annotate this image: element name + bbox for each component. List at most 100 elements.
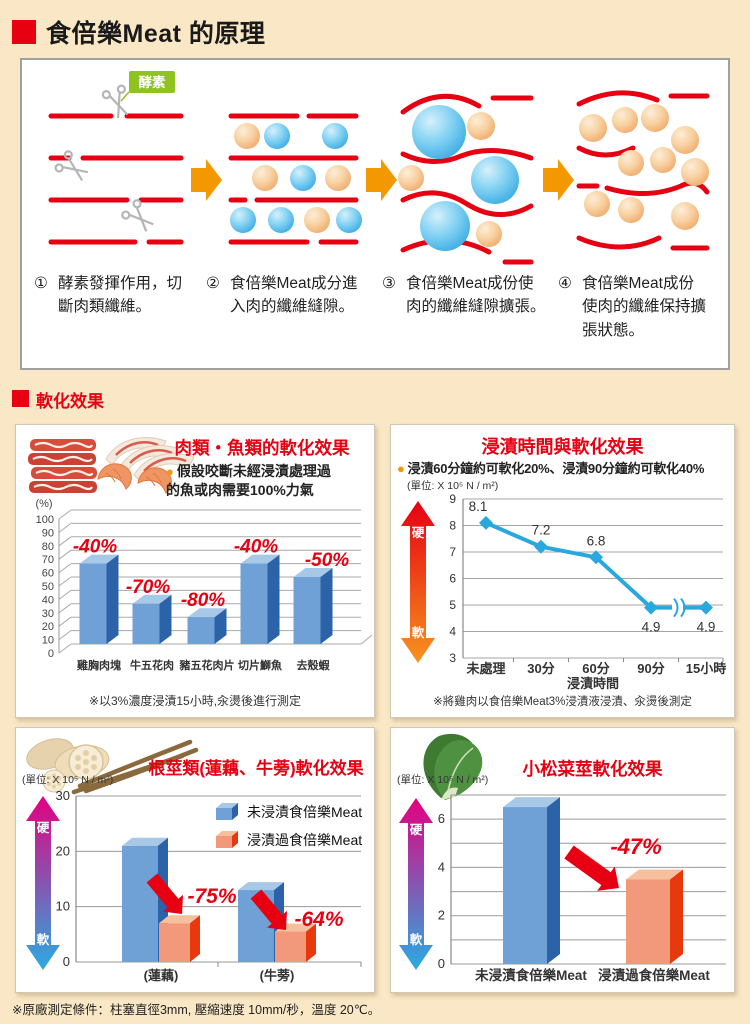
- component-ball: [467, 112, 495, 140]
- leaf-stem: [441, 787, 458, 800]
- svg-text:60分: 60分: [582, 661, 609, 676]
- scissors-icon: [54, 150, 89, 181]
- svg-text:豬五花肉片: 豬五花肉片: [179, 658, 235, 672]
- svg-text:8: 8: [449, 519, 456, 533]
- title-marker-square: [12, 20, 36, 44]
- komatsuna-illustration: [423, 733, 483, 800]
- svg-text:-47%: -47%: [610, 834, 661, 859]
- component-ball: [618, 150, 644, 176]
- chart-note: ※將雞肉以食倍樂Meat3%浸漬液浸漬、汆燙後測定: [433, 696, 692, 708]
- enzyme-ball: [230, 207, 256, 233]
- svg-text:0: 0: [438, 956, 445, 971]
- meat-fish-illustration: [28, 437, 195, 494]
- footer-note: ※原廠測定條件：柱塞直徑3mm, 壓縮速度 10mm/秒，溫度 20℃。: [12, 1003, 381, 1017]
- svg-text:-50%: -50%: [305, 550, 349, 571]
- scissors-icon: [101, 84, 129, 119]
- svg-text:7: 7: [449, 545, 456, 559]
- bullet-icon: ●: [166, 464, 174, 479]
- chart-legend: 未浸漬食倍樂Meat 浸漬過食倍樂Meat: [214, 802, 362, 858]
- component-ball: [304, 207, 330, 233]
- svg-text:(牛蒡): (牛蒡): [260, 968, 295, 983]
- decrease-arrow: [146, 873, 184, 915]
- svg-text:70: 70: [42, 554, 54, 566]
- enzyme-ball: [322, 123, 348, 149]
- svg-text:80: 80: [42, 541, 54, 553]
- svg-text:5: 5: [449, 598, 456, 612]
- svg-text:10: 10: [56, 899, 70, 914]
- root-veg-illustration: [26, 738, 199, 795]
- step-caption-3: ③ 食倍樂Meat成份使肉的纖維縫隙擴張。: [382, 272, 558, 342]
- svg-text:10: 10: [42, 635, 54, 647]
- svg-text:牛五花肉: 牛五花肉: [130, 658, 174, 672]
- enzyme-ball: [471, 156, 519, 204]
- svg-text:7.2: 7.2: [532, 523, 551, 538]
- component-ball: [641, 104, 669, 132]
- svg-text:酵素: 酵素: [139, 74, 166, 90]
- chart-card-meat-fish: 肉類・魚類的軟化效果 ● 假設咬斷未經浸漬處理過的魚或肉需要100%力氣 0 10 2…: [15, 424, 375, 718]
- section-marker-square: [12, 390, 29, 407]
- step-caption-1: ① 酵素發揮作用，切斷肉類纖維。: [34, 272, 206, 342]
- section-title: 軟化效果: [36, 392, 104, 411]
- step-number: ③: [382, 275, 396, 292]
- svg-text:-40%: -40%: [73, 537, 117, 558]
- svg-text:6: 6: [438, 811, 445, 826]
- komatsuna-chart: 0 2 4 6 未浸漬食倍樂Meat 浸漬過食倍樂Meat -47% 硬軟: [399, 794, 726, 983]
- step-number: ②: [206, 275, 220, 292]
- component-ball: [325, 165, 351, 191]
- svg-text:0: 0: [48, 648, 54, 660]
- chart-title: 根莖類(蓮藕、牛蒡)軟化效果: [148, 759, 364, 778]
- soak-time-chart: 3 4 5 6 7 8 9 8.1 未處理 7.2 30分 6.8 60分 4.9 90分 4.9 15小時浸漬…: [401, 492, 726, 691]
- fish-slices: [105, 437, 195, 482]
- component-ball: [252, 165, 278, 191]
- step-text: 食倍樂Meat成份使肉的纖維縫隙擴張。: [406, 275, 546, 316]
- svg-text:9: 9: [449, 492, 456, 506]
- scissors-icon: [121, 199, 154, 232]
- legend-label: 未浸漬食倍樂Meat: [247, 804, 363, 820]
- component-ball: [612, 107, 638, 133]
- axis-unit: (單位: X 10⁵ N / m²): [397, 774, 489, 786]
- bar-3d: [187, 608, 227, 644]
- svg-text:3: 3: [449, 651, 456, 665]
- svg-text:未浸漬食倍樂Meat: 未浸漬食倍樂Meat: [475, 967, 587, 983]
- svg-text:軟: 軟: [37, 932, 50, 947]
- enzyme-ball: [290, 165, 316, 191]
- step-caption-4: ④ 食倍樂Meat成份使肉的纖維保持擴張狀態。: [558, 272, 718, 342]
- svg-text:8.1: 8.1: [469, 499, 488, 514]
- data-point-marker: [699, 600, 713, 615]
- chart-note: ※以3%濃度浸漬15小時,汆燙後進行測定: [88, 694, 302, 708]
- svg-text:15小時: 15小時: [686, 661, 726, 676]
- svg-text:軟: 軟: [412, 625, 425, 640]
- svg-text:6: 6: [449, 572, 456, 586]
- component-ball: [476, 221, 502, 247]
- axis-unit: (單位: X 10⁵ N / m²): [407, 480, 499, 492]
- chart-card-soak-time: 浸漬時間與軟化效果 ● 浸漬60分鐘約可軟化20%、浸漬90分鐘約可軟化40% (…: [390, 424, 735, 718]
- svg-text:0: 0: [63, 954, 70, 969]
- data-point-marker: [589, 550, 603, 565]
- step-number: ④: [558, 275, 572, 292]
- svg-text:硬: 硬: [410, 823, 423, 837]
- component-ball: [650, 147, 676, 173]
- decrease-arrow: [564, 845, 619, 891]
- step-text: 食倍樂Meat成份使肉的纖維保持擴張狀態。: [582, 275, 707, 339]
- enzyme-ball: [412, 105, 466, 159]
- enzyme-ball: [336, 207, 362, 233]
- svg-text:20: 20: [56, 843, 70, 858]
- bar-3d: [503, 797, 560, 964]
- data-point-marker: [644, 600, 658, 615]
- svg-text:30分: 30分: [527, 661, 554, 676]
- chart-card-komatsuna: 小松菜莖軟化效果 (單位: X 10⁵ N / m²) 0 2 4 6 未浸漬食倍樂Me…: [390, 727, 735, 993]
- svg-text:軟: 軟: [410, 932, 423, 947]
- svg-text:20: 20: [42, 621, 54, 633]
- hardness-scale-arrow: [399, 798, 433, 970]
- component-ball: [398, 165, 424, 191]
- mechanism-diagram-card: 酵素 ① 酵素發揮作用，切斷肉類纖維。 ② 食倍樂Meat成分進入肉的纖維縫隙。…: [20, 58, 730, 370]
- svg-text:100: 100: [36, 514, 54, 526]
- burdock-sticks: [71, 739, 199, 795]
- svg-text:30: 30: [56, 788, 70, 803]
- step-captions: ① 酵素發揮作用，切斷肉類纖維。 ② 食倍樂Meat成分進入肉的纖維縫隙。 ③ …: [34, 272, 718, 342]
- lotus-root: [26, 738, 110, 793]
- component-ball: [579, 114, 607, 142]
- step-text: 食倍樂Meat成分進入肉的纖維縫隙。: [230, 275, 358, 316]
- svg-text:60: 60: [42, 568, 54, 580]
